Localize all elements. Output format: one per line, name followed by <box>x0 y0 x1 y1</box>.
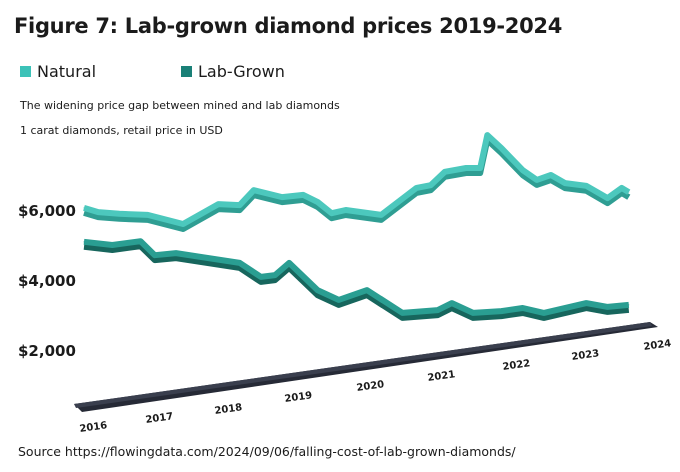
chart-subtitle: The widening price gap between mined and… <box>20 99 340 112</box>
x-tick-label: 2016 <box>79 420 108 435</box>
data-point <box>111 244 113 246</box>
data-point <box>536 179 538 181</box>
x-tick-label: 2018 <box>214 402 243 417</box>
x-tick-label: 2023 <box>571 348 600 363</box>
data-point <box>607 306 609 308</box>
x-tick-label: 2022 <box>502 358 531 373</box>
series-shade-lab-grown <box>83 243 630 321</box>
data-point <box>302 194 304 196</box>
legend-swatch-natural <box>20 66 31 77</box>
data-point <box>500 310 502 312</box>
data-point <box>564 182 566 184</box>
data-point <box>444 171 446 173</box>
legend-swatch-lab-grown <box>181 66 192 77</box>
legend-item-natural: Natural <box>20 62 96 81</box>
data-point <box>281 196 283 198</box>
data-point <box>345 209 347 211</box>
data-point <box>621 187 623 189</box>
data-point <box>274 274 276 276</box>
y-tick-label: $4,000 <box>18 272 76 290</box>
x-axis-bar-top <box>74 322 652 408</box>
data-point <box>253 189 255 191</box>
data-point <box>366 289 368 291</box>
x-tick-label: 2024 <box>643 338 672 353</box>
data-point <box>147 214 149 216</box>
unit-note: 1 carat diamonds, retail price in USD <box>20 124 223 137</box>
data-point <box>607 197 609 199</box>
data-point <box>239 204 241 206</box>
data-point <box>217 203 219 205</box>
data-point <box>182 223 184 225</box>
source-note: Source https://flowingdata.com/2024/09/0… <box>18 444 516 459</box>
data-point <box>465 167 467 169</box>
data-point <box>175 252 177 254</box>
data-point <box>380 214 382 216</box>
x-tick-label: 2020 <box>356 379 385 394</box>
series-line-lab-grown <box>83 238 630 316</box>
data-point <box>83 241 85 243</box>
legend-label-natural: Natural <box>37 62 97 81</box>
y-tick-label: $2,000 <box>18 342 76 360</box>
data-point <box>628 304 630 306</box>
x-tick-label: 2019 <box>284 390 313 405</box>
data-point <box>500 147 502 149</box>
x-tick-label: 2021 <box>427 369 456 384</box>
x-tick-label: 2017 <box>145 411 174 426</box>
data-point <box>437 309 439 311</box>
data-point <box>430 184 432 186</box>
data-point <box>522 307 524 309</box>
chart-title: Figure 7: Lab-grown diamond prices 2019-… <box>14 14 563 38</box>
data-point <box>585 185 587 187</box>
data-point <box>154 254 156 256</box>
data-point <box>479 167 481 169</box>
data-point <box>522 169 524 171</box>
data-point <box>331 212 333 214</box>
legend-label-lab-grown: Lab-Grown <box>198 62 285 81</box>
data-point <box>628 191 630 193</box>
data-point <box>118 213 120 215</box>
data-point <box>83 207 85 209</box>
data-point <box>585 302 587 304</box>
data-point <box>140 240 142 242</box>
data-point <box>451 302 453 304</box>
data-point <box>550 174 552 176</box>
data-point <box>288 262 290 264</box>
data-point <box>316 201 318 203</box>
data-point <box>239 262 241 264</box>
data-point <box>260 276 262 278</box>
data-point <box>472 312 474 314</box>
data-point <box>97 211 99 213</box>
legend-item-lab-grown: Lab-Grown <box>181 62 285 81</box>
series-shade-natural <box>83 137 631 232</box>
data-point <box>543 312 545 314</box>
data-point <box>338 299 340 301</box>
data-point <box>401 312 403 314</box>
data-point <box>486 134 488 136</box>
y-tick-label: $6,000 <box>18 202 76 220</box>
data-point <box>416 187 418 189</box>
data-point <box>316 289 318 291</box>
